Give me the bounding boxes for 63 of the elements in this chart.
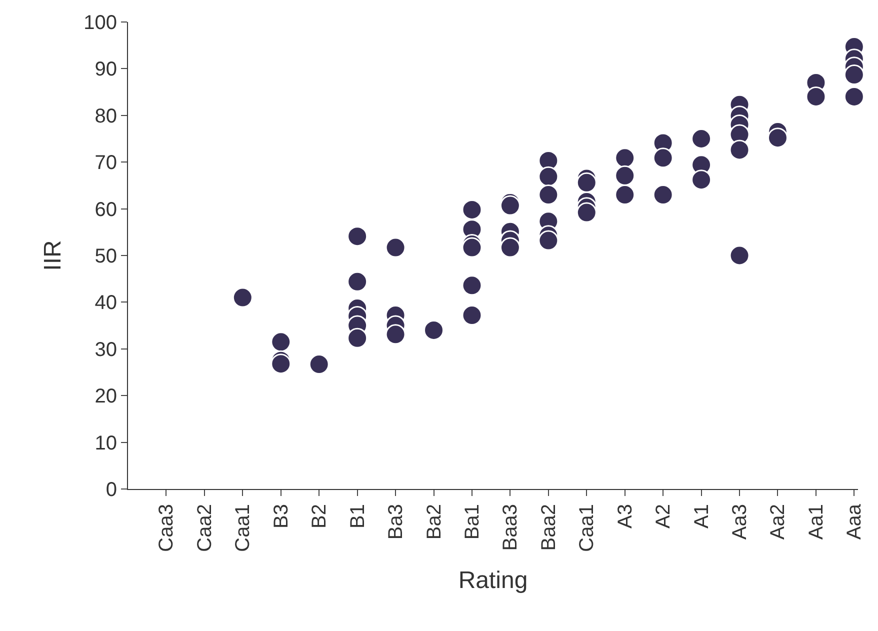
x-tick-label: Baa2 [538,504,560,551]
y-axis-title: IIR [40,240,67,271]
x-tick-label: Ba3 [385,504,408,540]
y-tick-label: 10 [94,432,117,454]
x-tick-label: Ba1 [461,504,484,540]
point [538,230,559,251]
point [806,86,826,107]
x-tick-label: A2 [652,504,675,528]
point [538,166,559,187]
point [462,199,482,220]
y-tick-label: 30 [94,338,117,361]
x-tick-label: Aa2 [767,504,790,540]
point [614,184,636,206]
point [691,170,712,190]
point [462,275,482,296]
x-tick-label: Caa1 [576,504,598,552]
point [844,64,864,86]
y-tick-label: 0 [106,479,117,501]
point [614,165,636,186]
point [691,128,712,149]
x-tick-label: B1 [346,504,369,528]
point [729,245,750,266]
y-tick-label: 70 [94,152,117,174]
y-tick-label: 80 [94,105,117,128]
point [424,320,444,340]
point [385,324,406,345]
y-tick-label: 60 [94,198,117,221]
x-tick-label: Baa3 [500,504,522,551]
point [538,184,559,206]
point [270,354,292,374]
x-tick-label: Aa1 [805,504,828,540]
point [347,271,368,292]
y-tick-label: 50 [94,246,117,268]
x-tick-label: Caa1 [232,504,254,552]
y-tick-label: 100 [84,12,117,34]
point [385,237,406,258]
point [232,287,253,308]
x-tick-label: B3 [270,504,292,528]
point [652,148,674,168]
x-tick-label: Aaa [844,503,866,540]
point [308,354,330,375]
x-tick-label: Ba2 [423,504,446,540]
x-tick-label: A3 [614,504,636,528]
y-tick-label: 20 [94,386,117,408]
point [462,305,482,326]
point [576,172,597,193]
x-tick-label: Aa3 [729,504,752,540]
y-tick-label: 90 [94,58,117,81]
point [347,226,368,247]
point [270,332,292,352]
x-tick-label: B2 [308,504,331,528]
x-tick-label: Caa3 [156,504,178,552]
point [347,328,368,348]
x-tick-label: A1 [690,504,713,528]
point [768,128,788,148]
y-tick-label: 40 [94,292,117,314]
point [844,86,864,107]
point [500,237,520,258]
point [729,140,750,160]
point [576,202,597,223]
point [652,184,674,206]
x-tick-label: Caa2 [194,504,216,552]
x-axis-title: Rating [458,567,528,594]
